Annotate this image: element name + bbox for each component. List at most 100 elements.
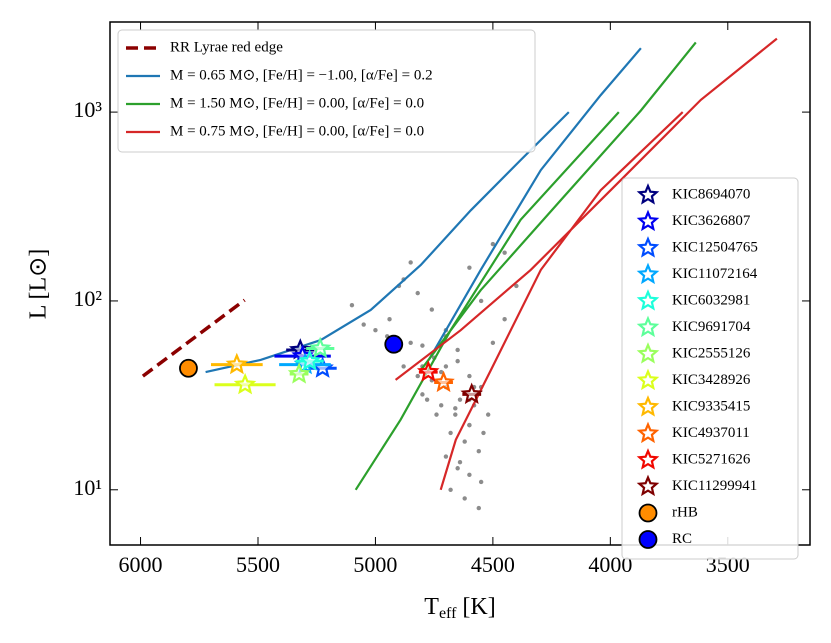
legend-label: RC xyxy=(672,531,692,547)
dot-marker xyxy=(478,479,484,485)
dot-marker xyxy=(467,373,472,379)
dot-marker xyxy=(415,290,420,296)
dot-marker xyxy=(462,439,467,444)
line xyxy=(141,298,246,378)
star-marker xyxy=(636,183,660,205)
dot-marker xyxy=(401,364,406,369)
dot-marker xyxy=(502,317,507,322)
dot-marker xyxy=(457,397,463,402)
star-marker xyxy=(636,395,660,417)
star-marker xyxy=(636,342,660,364)
legend-label: KIC11299941 xyxy=(672,478,757,494)
legend-label: M = 0.65 M⊙, [Fe/H] = −1.00, [α/Fe] = 0.… xyxy=(170,67,433,83)
dot-marker xyxy=(420,343,425,348)
legend-label: M = 1.50 M⊙, [Fe/H] = 0.00, [α/Fe] = 0.0 xyxy=(170,95,424,111)
dot-marker xyxy=(429,307,435,312)
dot-marker xyxy=(481,430,486,436)
plot-frame xyxy=(109,21,811,546)
dot-marker xyxy=(455,358,460,364)
dot-marker xyxy=(455,347,460,353)
star-marker xyxy=(225,352,249,375)
line xyxy=(354,41,697,491)
legend: RR Lyrae red edge M = 0.65 M⊙, [Fe/H] = −… xyxy=(117,29,536,153)
star-marker xyxy=(636,448,660,470)
dot-marker xyxy=(448,430,453,436)
legend-label: KIC8694070 xyxy=(672,186,750,202)
dot-marker xyxy=(420,392,425,397)
legend-label: RR Lyrae red edge xyxy=(170,39,283,55)
star-marker xyxy=(636,368,660,391)
star-marker xyxy=(636,421,660,444)
circle-marker xyxy=(179,358,198,378)
dot-marker xyxy=(478,298,484,304)
circle-marker xyxy=(638,503,658,523)
star-marker xyxy=(636,289,660,311)
dot-marker xyxy=(373,327,378,333)
plot-area xyxy=(141,37,778,511)
y-tick-label: 10¹ xyxy=(73,475,102,500)
star-marker xyxy=(636,236,660,258)
star-marker xyxy=(636,262,660,285)
star-marker xyxy=(308,336,332,359)
dot-marker xyxy=(476,505,481,511)
dot-marker xyxy=(387,317,392,322)
star-marker xyxy=(636,209,660,232)
legend-label: KIC5271626 xyxy=(672,451,751,467)
x-tick-label: 4500 xyxy=(471,552,515,577)
x-tick-label: 6000 xyxy=(119,552,163,577)
dot-marker xyxy=(462,496,467,501)
dot-marker xyxy=(443,364,449,369)
dot-marker xyxy=(453,406,458,411)
dot-marker xyxy=(439,369,444,375)
star-marker xyxy=(432,370,455,393)
legend-label: KIC9335415 xyxy=(672,398,750,414)
line xyxy=(205,47,642,374)
legend-label: KIC9691704 xyxy=(672,319,751,335)
legend-label: KIC6032981 xyxy=(672,292,750,308)
dot-marker xyxy=(514,283,519,289)
dot-marker xyxy=(467,422,472,428)
star-marker xyxy=(287,362,311,384)
legend-box xyxy=(621,177,799,560)
legend-label: KIC2555126 xyxy=(672,345,751,361)
dot-marker xyxy=(349,302,355,308)
dot-marker xyxy=(443,454,449,459)
circle-marker xyxy=(384,334,404,354)
star-marker xyxy=(233,372,257,395)
dot-marker xyxy=(408,260,413,265)
dot-marker xyxy=(502,250,507,255)
dot-marker xyxy=(361,322,366,327)
x-tick-label: 5500 xyxy=(236,552,280,577)
line xyxy=(394,37,778,491)
dot-marker xyxy=(424,397,430,402)
dot-marker xyxy=(455,466,460,471)
legend-label: KIC12504765 xyxy=(672,239,758,255)
legend-box xyxy=(117,29,536,153)
y-tick-label: 10³ xyxy=(73,97,102,122)
dot-marker xyxy=(467,472,472,478)
star-marker xyxy=(416,360,440,382)
dot-marker xyxy=(457,459,463,465)
dot-marker xyxy=(415,373,420,379)
star-marker xyxy=(298,349,321,371)
x-axis-label: Teff [K] xyxy=(424,594,495,622)
legend-label: KIC11072164 xyxy=(672,266,758,282)
legend-label: KIC3626807 xyxy=(672,213,751,229)
star-marker xyxy=(636,474,660,497)
dot-marker xyxy=(467,265,472,270)
x-tick-label: 5000 xyxy=(353,552,397,577)
dot-marker xyxy=(453,412,458,417)
legend-label: rHB xyxy=(672,504,698,520)
y-tick-label: 10² xyxy=(73,286,102,311)
dot-marker xyxy=(490,340,496,346)
legend-label: KIC3428926 xyxy=(672,372,751,388)
circle-marker xyxy=(638,530,658,549)
dot-marker xyxy=(408,340,413,346)
dot-marker xyxy=(485,412,491,417)
dot-marker xyxy=(490,241,496,247)
dot-marker xyxy=(448,487,453,492)
y-axis-label: L [L⊙] xyxy=(26,249,52,320)
legend: KIC8694070 KIC3626807 KIC12504765 KIC110721… xyxy=(621,177,799,560)
legend-label: M = 0.75 M⊙, [Fe/H] = 0.00, [α/Fe] = 0.0 xyxy=(170,123,424,139)
dot-marker xyxy=(439,403,444,408)
